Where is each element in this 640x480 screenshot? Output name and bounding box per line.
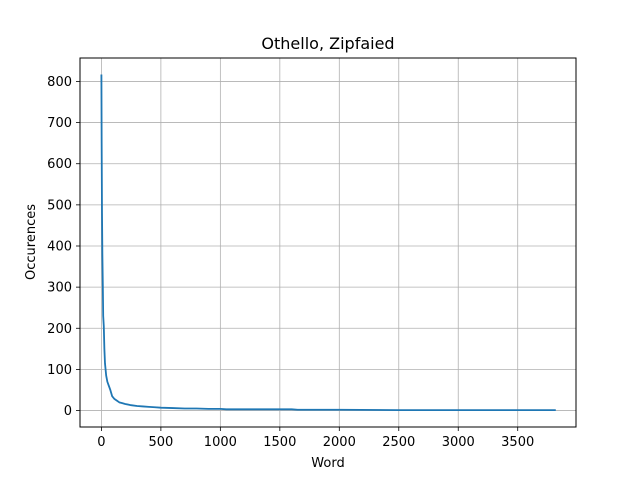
y-tick-label: 200 (47, 322, 72, 337)
x-tick-label: 2500 (382, 435, 415, 450)
y-tick-label: 300 (47, 281, 72, 296)
x-tick-label: 3000 (442, 435, 475, 450)
y-tick-label: 500 (47, 198, 72, 213)
x-tick-label: 0 (97, 435, 105, 450)
y-tick-label: 0 (64, 404, 72, 419)
y-axis-label: Occurences (24, 204, 39, 280)
x-tick-label: 3500 (501, 435, 534, 450)
axis-ticks: 0 500 1000 1500 2000 2500 3000 3500 0 100 200 300 40… (47, 75, 534, 450)
y-tick-label: 100 (47, 363, 72, 378)
y-tick-label: 800 (47, 75, 72, 90)
chart-title: Othello, Zipfaied (261, 34, 394, 53)
x-tick-label: 500 (148, 435, 173, 450)
y-tick-label: 700 (47, 116, 72, 131)
series-line (100, 74, 556, 412)
y-tick-label: 600 (47, 157, 72, 172)
x-tick-label: 1500 (263, 435, 296, 450)
plot-frame (79, 57, 577, 428)
grid-lines (80, 58, 576, 427)
x-tick-label: 2000 (323, 435, 356, 450)
x-axis-label: Word (311, 456, 344, 471)
x-tick-label: 1000 (204, 435, 237, 450)
series-layer (100, 74, 556, 412)
y-tick-label: 400 (47, 239, 72, 254)
